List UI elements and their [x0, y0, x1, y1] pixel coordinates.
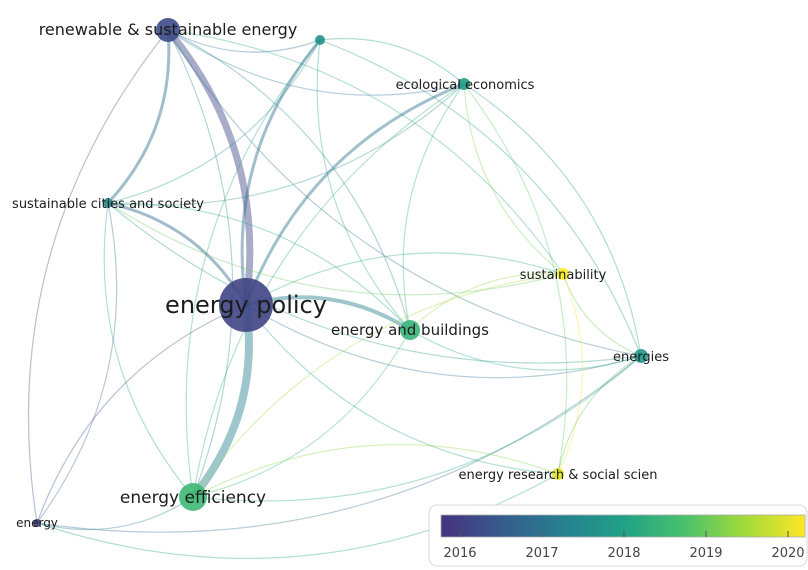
link-sustainability-efficiency	[192, 273, 564, 498]
node-label-policy[interactable]: energy policy	[165, 291, 327, 319]
link-renewable-energies	[167, 29, 642, 357]
link-cities-buildings	[107, 202, 411, 331]
link-top-policy	[240, 38, 322, 307]
link-top-ecological	[319, 37, 465, 85]
link-renewable-policy	[164, 26, 254, 309]
node-top[interactable]	[315, 35, 325, 45]
node-label-sustainability[interactable]: sustainability	[520, 268, 607, 283]
node-label-energies[interactable]: energies	[613, 350, 669, 365]
link-ecological-policy	[244, 82, 466, 307]
link-top-efficiency	[185, 39, 321, 498]
link-ecological-efficiency	[192, 83, 465, 498]
node-buildings[interactable]	[400, 320, 420, 340]
link-buildings-energies	[409, 329, 642, 371]
link-sustainability-research	[557, 273, 584, 475]
link-top-energies	[319, 39, 642, 357]
link-energy-research	[36, 473, 559, 559]
node-label-buildings[interactable]: energy and buildings	[331, 321, 489, 339]
node-policy[interactable]	[219, 278, 273, 332]
nodes-layer	[33, 18, 648, 527]
link-energies-energy	[36, 355, 642, 533]
link-energies-efficiency	[192, 355, 642, 502]
link-renewable-energy	[27, 29, 169, 524]
node-label-cities[interactable]: sustainable cities and society	[12, 197, 204, 212]
node-cities[interactable]	[103, 198, 113, 208]
link-ecological-sustainability	[463, 83, 564, 275]
link-renewable-top	[167, 29, 321, 53]
node-research[interactable]	[552, 468, 564, 480]
link-cities-energies	[107, 202, 642, 364]
node-ecological[interactable]	[458, 78, 470, 90]
node-sustainability[interactable]	[557, 268, 569, 280]
link-policy-energy	[36, 304, 247, 524]
link-ecological-energies	[463, 83, 642, 357]
link-renewable-ecological	[167, 29, 465, 96]
link-research-efficiency	[192, 444, 559, 498]
link-buildings-efficiency	[192, 329, 411, 498]
node-label-renewable[interactable]: renewable & sustainable energy	[39, 20, 298, 39]
link-cities-efficiency	[103, 202, 194, 498]
link-sustainability-energies	[562, 273, 642, 357]
link-policy-energies	[245, 304, 642, 379]
link-cities-energy	[36, 202, 118, 524]
node-efficiency[interactable]	[179, 483, 207, 511]
link-energies-research	[557, 355, 642, 475]
labels-layer: renewable & sustainable energy ecological…	[12, 20, 669, 530]
link-top-cities	[107, 39, 321, 204]
node-label-ecological[interactable]: ecological economics	[396, 78, 535, 93]
node-energy[interactable]	[33, 519, 41, 527]
link-ecological-buildings	[402, 83, 465, 331]
link-renewable-sustainability	[167, 29, 564, 275]
link-policy-sustainability	[245, 252, 564, 306]
node-label-research[interactable]: energy research & social scien	[458, 468, 657, 483]
link-policy-research	[245, 304, 559, 475]
link-renewable-cities	[106, 28, 171, 205]
link-ecological-research	[463, 83, 568, 475]
node-energies[interactable]	[634, 349, 648, 363]
link-buildings-sustainability	[409, 272, 564, 331]
link-renewable-buildings	[167, 29, 411, 331]
link-top-buildings	[316, 39, 411, 331]
link-ecological-cities	[107, 83, 465, 206]
link-cities-sustainability	[107, 202, 564, 296]
link-efficiency-energy	[36, 496, 194, 531]
node-label-energy[interactable]: energy	[16, 516, 58, 530]
node-renewable[interactable]	[156, 18, 180, 42]
link-renewable-efficiency	[167, 29, 234, 498]
node-label-efficiency[interactable]: energy efficiency	[120, 488, 266, 508]
